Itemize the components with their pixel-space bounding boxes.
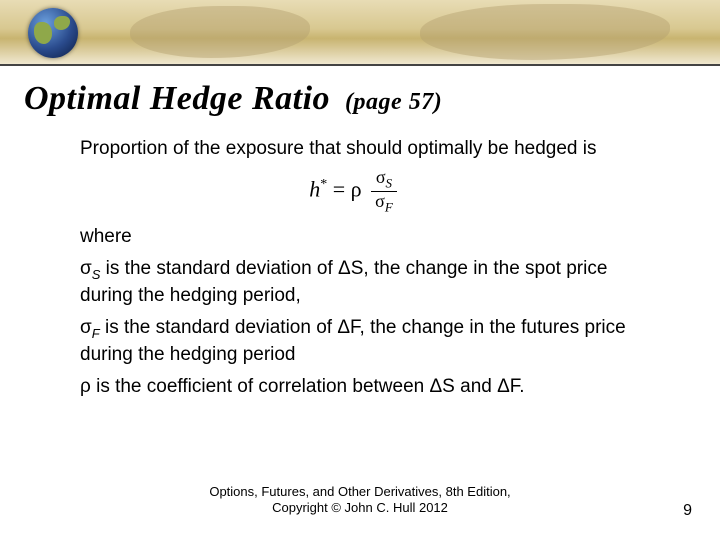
sigmaS-def: is the standard deviation of ΔS, the cha… (80, 258, 607, 306)
globe-icon (28, 8, 78, 58)
sigmaF-symbol: σ (80, 317, 92, 338)
slide-title: Optimal Hedge Ratio (page 57) (24, 80, 696, 118)
rho-symbol: ρ (80, 376, 91, 397)
sigma-sym-den: σ (375, 191, 385, 211)
banner (0, 0, 720, 66)
title-main: Optimal Hedge Ratio (24, 80, 330, 117)
sub-S: S (386, 175, 393, 190)
footer-line2: Copyright © John C. Hull 2012 (272, 500, 448, 515)
sigma-sym-num: σ (376, 167, 386, 187)
formula: h* = ρ σS σF (50, 168, 656, 215)
formula-den: σF (371, 192, 397, 215)
formula-star: * (320, 177, 327, 192)
title-page-ref: (page 57) (345, 89, 442, 115)
body: Proportion of the exposure that should o… (0, 124, 720, 400)
sub-F: F (385, 199, 393, 214)
footer: Options, Futures, and Other Derivatives,… (0, 484, 720, 517)
intro-text: Proportion of the exposure that should o… (80, 136, 656, 162)
sigmaF-def: is the standard deviation of ΔF, the cha… (80, 317, 626, 365)
where-label: where (80, 224, 656, 250)
formula-num: σS (371, 168, 397, 192)
rho-line: ρ is the coefficient of correlation betw… (80, 374, 656, 400)
formula-fraction: σS σF (371, 168, 397, 215)
sigmaS-symbol: σ (80, 258, 92, 279)
title-block: Optimal Hedge Ratio (page 57) (0, 66, 720, 124)
formula-eq: = (333, 176, 345, 201)
sigmaS-line: σS is the standard deviation of ΔS, the … (80, 256, 656, 309)
footer-line1: Options, Futures, and Other Derivatives,… (209, 484, 510, 499)
sigmaF-line: σF is the standard deviation of ΔF, the … (80, 315, 656, 368)
rho-def: is the coefficient of correlation betwee… (91, 376, 525, 397)
formula-h: h (309, 176, 320, 201)
page-number: 9 (683, 502, 692, 520)
sigmaF-sub: F (92, 326, 100, 341)
formula-rho: ρ (351, 176, 362, 201)
